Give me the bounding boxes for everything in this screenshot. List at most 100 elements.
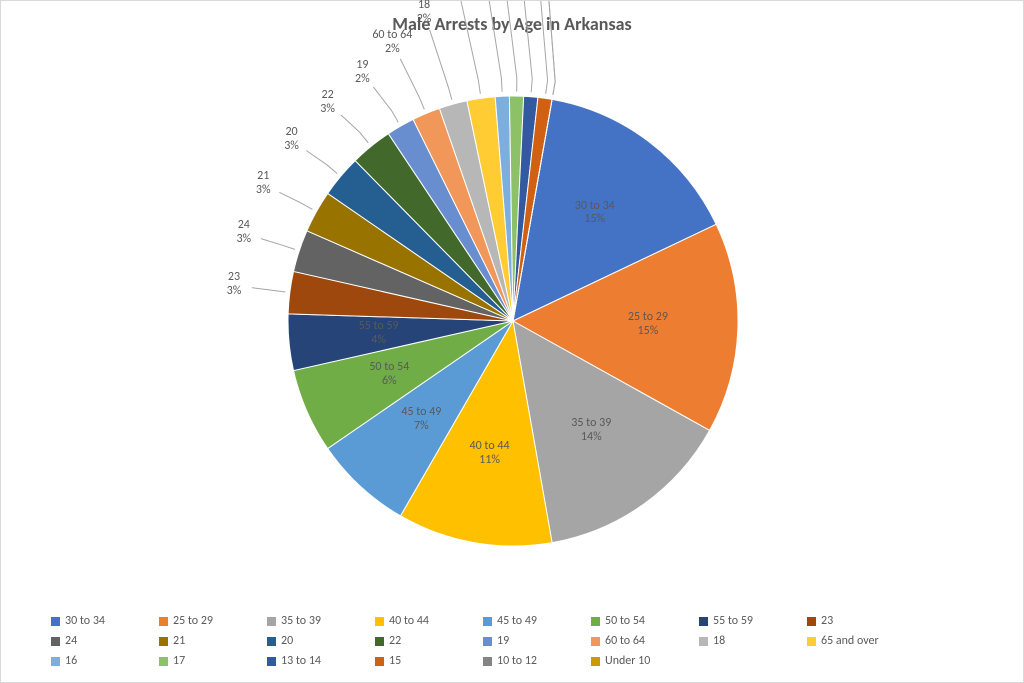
slice-label-pct: 14% xyxy=(571,431,611,445)
leader-line xyxy=(279,192,312,209)
legend-item: 35 to 39 xyxy=(267,614,357,628)
slice-label: 223% xyxy=(320,89,335,117)
legend-swatch xyxy=(807,617,816,626)
slice-label: 182% xyxy=(417,0,432,27)
legend-swatch xyxy=(483,657,492,666)
legend-label: 22 xyxy=(389,634,401,648)
legend-item: 30 to 34 xyxy=(51,614,141,628)
legend-item: 50 to 54 xyxy=(591,614,681,628)
slice-label-name: 24 xyxy=(236,219,251,233)
slice-label-name: 25 to 29 xyxy=(628,311,668,325)
slice-label: 40 to 4411% xyxy=(470,440,510,468)
slice-label-pct: 15% xyxy=(575,214,615,228)
slice-label-name: 35 to 39 xyxy=(571,417,611,431)
legend-item: 24 xyxy=(51,634,141,648)
slice-label: 203% xyxy=(284,126,299,154)
legend-swatch xyxy=(591,637,600,646)
legend-swatch xyxy=(267,637,276,646)
slice-label-pct: 15% xyxy=(628,325,668,339)
legend-label: 10 to 12 xyxy=(497,654,537,668)
slice-label: 30 to 3415% xyxy=(575,200,615,228)
slice-label: 25 to 2915% xyxy=(628,311,668,339)
leader-line xyxy=(252,288,285,292)
legend-item: 40 to 44 xyxy=(375,614,465,628)
slice-label-name: 60 to 64 xyxy=(372,29,412,43)
legend-label: 65 and over xyxy=(821,634,879,648)
slice-label-pct: 2% xyxy=(417,13,432,27)
legend-swatch xyxy=(699,617,708,626)
legend-label: 20 xyxy=(281,634,293,648)
slice-label-name: 23 xyxy=(227,272,242,286)
slice-label-name: 55 to 59 xyxy=(359,320,399,334)
slice-label-pct: 2% xyxy=(372,43,412,57)
legend-label: 35 to 39 xyxy=(281,614,321,628)
legend-item: 21 xyxy=(159,634,249,648)
slice-label-pct: 3% xyxy=(236,233,251,247)
legend-swatch xyxy=(375,637,384,646)
legend-label: 60 to 64 xyxy=(605,634,645,648)
slice-label-name: 19 xyxy=(355,59,370,73)
legend-label: 40 to 44 xyxy=(389,614,429,628)
slice-label-name: 21 xyxy=(256,170,271,184)
leader-line xyxy=(261,239,295,250)
legend-swatch xyxy=(483,617,492,626)
legend-item: 18 xyxy=(699,634,789,648)
legend-label: 23 xyxy=(821,614,833,628)
legend-label: 16 xyxy=(65,654,77,668)
leader-line xyxy=(531,1,548,94)
slice-label: 45 to 497% xyxy=(401,406,441,434)
slice-label-pct: 2% xyxy=(355,73,370,87)
slice-label-name: 40 to 44 xyxy=(470,440,510,454)
legend-swatch xyxy=(267,657,276,666)
leader-line xyxy=(461,1,481,94)
legend-label: 15 xyxy=(389,654,401,668)
slice-label: 35 to 3914% xyxy=(571,417,611,445)
legend-swatch xyxy=(591,617,600,626)
slice-label-pct: 11% xyxy=(470,454,510,468)
legend-item: 45 to 49 xyxy=(483,614,573,628)
legend-label: 13 to 14 xyxy=(281,654,321,668)
legend-item: 60 to 64 xyxy=(591,634,681,648)
legend-label: 55 to 59 xyxy=(713,614,753,628)
legend-label: 19 xyxy=(497,634,509,648)
legend-swatch xyxy=(375,617,384,626)
legend-swatch xyxy=(159,637,168,646)
legend-item: 20 xyxy=(267,634,357,648)
slice-label: 50 to 546% xyxy=(369,361,409,389)
pie-chart xyxy=(1,1,1024,683)
legend-label: 24 xyxy=(65,634,77,648)
legend-swatch xyxy=(591,657,600,666)
chart-container: Male Arrests by Age in Arkansas 30 to 34… xyxy=(0,0,1024,683)
slice-label-name: 30 to 34 xyxy=(575,200,615,214)
legend: 30 to 34 25 to 29 35 to 39 40 to 44 45 to 49… xyxy=(51,614,973,668)
legend-swatch xyxy=(159,657,168,666)
leader-line xyxy=(341,115,368,143)
legend-item: Under 10 xyxy=(591,654,681,668)
leader-line xyxy=(500,1,517,92)
legend-swatch xyxy=(159,617,168,626)
legend-swatch xyxy=(267,617,276,626)
legend-label: 21 xyxy=(173,634,185,648)
slice-label: 55 to 594% xyxy=(359,320,399,348)
slice-label-name: 22 xyxy=(320,89,335,103)
leader-line xyxy=(515,1,532,92)
legend-item: 55 to 59 xyxy=(699,614,789,628)
legend-swatch xyxy=(807,637,816,646)
legend-label: Under 10 xyxy=(605,654,650,668)
legend-label: 18 xyxy=(713,634,725,648)
slice-label-pct: 3% xyxy=(227,285,242,299)
slice-label-pct: 7% xyxy=(401,420,441,434)
leader-line xyxy=(400,59,424,109)
leader-line xyxy=(430,30,452,100)
slice-label: 60 to 642% xyxy=(372,29,412,57)
slice-label: 233% xyxy=(227,272,242,300)
legend-swatch xyxy=(51,617,60,626)
legend-item: 23 xyxy=(807,614,897,628)
legend-swatch xyxy=(375,657,384,666)
legend-item: 25 to 29 xyxy=(159,614,249,628)
slice-label-pct: 3% xyxy=(256,184,271,198)
legend-label: 45 to 49 xyxy=(497,614,537,628)
leader-line xyxy=(484,1,502,92)
legend-swatch xyxy=(699,637,708,646)
legend-swatch xyxy=(483,637,492,646)
